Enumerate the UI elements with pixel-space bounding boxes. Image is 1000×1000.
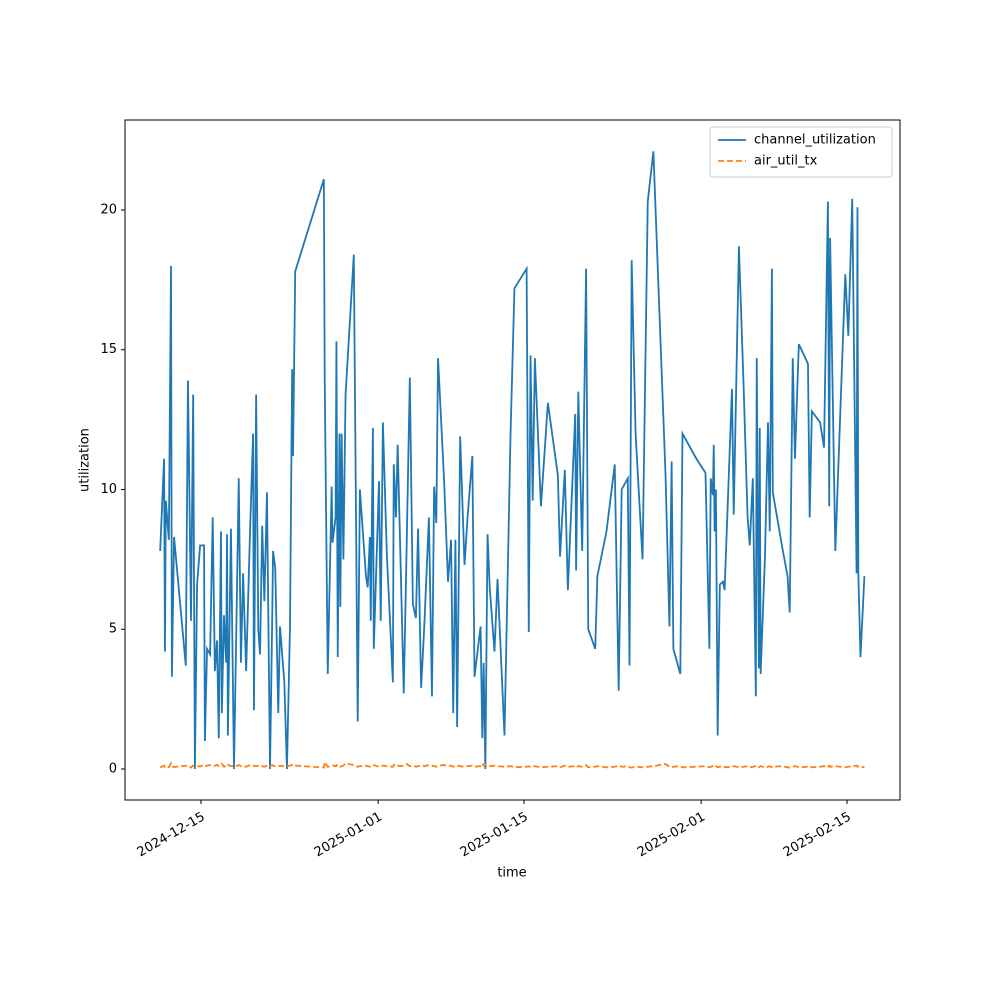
y-tick-label: 0 [109,761,117,776]
plot-frame [124,119,901,801]
line-series [159,759,865,769]
legend-label: air_util_tx [754,154,818,169]
y-tick-label: 15 [100,342,117,357]
legend-box [709,126,893,178]
x-axis-label: time [497,866,526,881]
y-tick-label: 10 [100,482,117,497]
y-tick-label: 20 [100,202,117,217]
y-tick-label: 5 [109,622,117,637]
legend-label: channel_utilization [754,133,876,148]
y-axis-label: utilization [78,428,93,492]
line-series [159,151,866,770]
